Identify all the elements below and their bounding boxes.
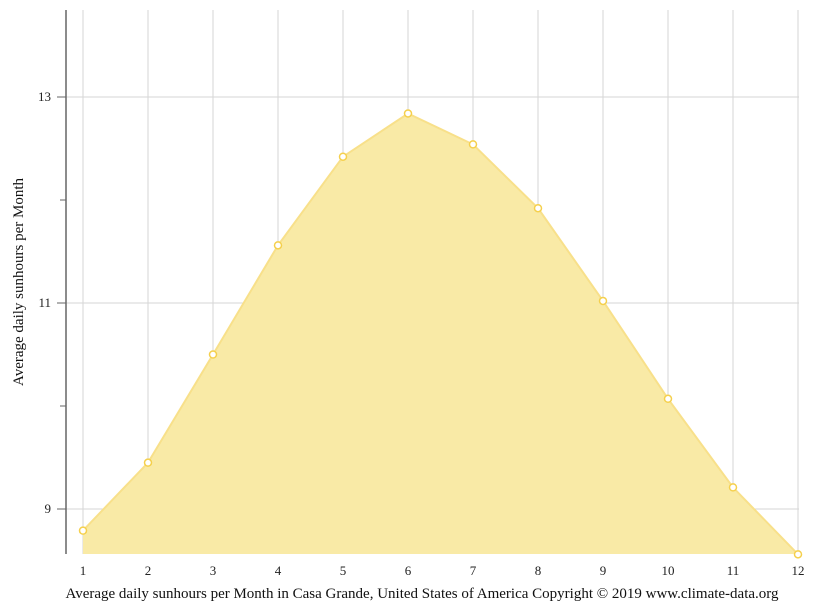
y-axis-title: Average daily sunhours per Month [11,178,27,387]
y-tick-label: 13 [38,89,51,104]
x-tick-label: 3 [210,563,217,578]
data-point [533,203,543,213]
data-point [403,109,413,118]
data-point [273,241,283,250]
y-tick-label: 9 [45,501,52,516]
data-point [468,140,478,149]
x-tick-label: 11 [727,563,740,578]
x-tick-label: 10 [662,563,675,578]
x-axis-ticks: 1 2 3 4 5 6 7 8 9 10 11 12 [80,563,805,578]
y-axis-ticks: 9 11 13 [38,89,66,516]
x-tick-label: 7 [470,563,477,578]
data-line [82,112,799,555]
x-tick-label: 4 [275,563,282,578]
x-axis-title: Average daily sunhours per Month in Casa… [65,586,779,602]
x-tick-label: 5 [340,563,347,578]
x-tick-label: 12 [792,563,805,578]
data-point [208,350,218,359]
x-tick-label: 9 [600,563,607,578]
data-point [663,394,673,404]
data-point [78,526,88,535]
data-point [728,483,738,492]
x-tick-label: 8 [535,563,542,578]
area-fill [83,113,798,555]
x-tick-label: 2 [145,563,152,578]
data-point [793,550,803,559]
data-markers [78,109,803,559]
y-tick-label: 11 [38,295,51,310]
x-tick-label: 6 [405,563,412,578]
data-point [598,296,608,306]
data-point [143,458,153,467]
data-point [338,152,348,161]
x-tick-label: 1 [80,563,87,578]
